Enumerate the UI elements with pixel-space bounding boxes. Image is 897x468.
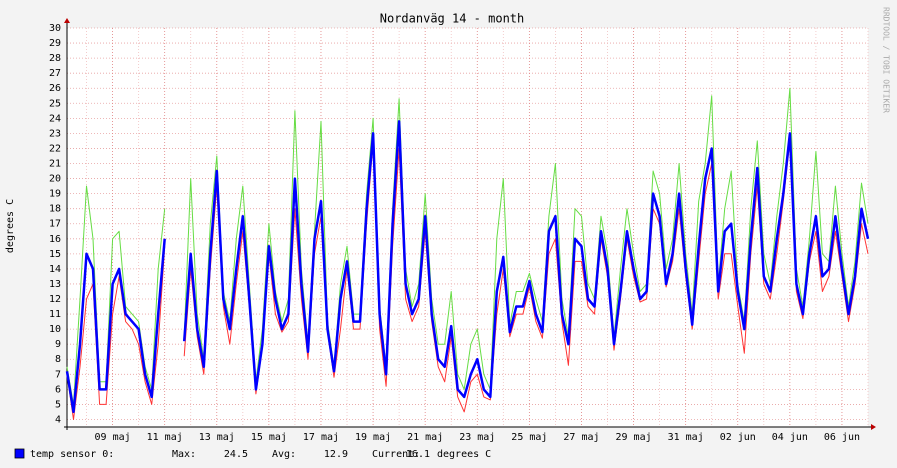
x-axis-arrow <box>871 424 876 430</box>
x-tick-label: 23 maj <box>459 432 495 443</box>
series-line <box>65 120 870 414</box>
y-tick-label: 25 <box>49 98 61 109</box>
x-tick-label: 11 maj <box>147 432 183 443</box>
y-tick-label: 12 <box>49 294 61 305</box>
series-line <box>66 140 869 420</box>
x-tick-label: 21 maj <box>407 432 443 443</box>
y-tick-label: 16 <box>49 234 61 245</box>
series-line <box>66 87 869 405</box>
legend-swatch <box>14 448 25 459</box>
y-tick-label: 7 <box>55 369 61 380</box>
y-tick-label: 13 <box>49 279 61 290</box>
x-tick-label: 19 maj <box>355 432 391 443</box>
x-tick-label: 31 maj <box>668 432 704 443</box>
legend-stat-name: Current: <box>372 449 420 460</box>
x-tick-label: 17 maj <box>303 432 339 443</box>
x-tick-label: 09 maj <box>95 432 131 443</box>
y-tick-label: 27 <box>49 68 61 79</box>
x-tick-label: 02 jun <box>720 432 756 443</box>
y-tick-label: 15 <box>49 249 61 260</box>
grid: 4 5 6 7 8 9 10 11 12 13 14 15 16 17 18 19 20 21 22 23 24 25 26… <box>49 18 876 443</box>
y-tick-label: 28 <box>49 53 61 64</box>
y-tick-label: 4 <box>55 414 61 425</box>
y-tick-label: 10 <box>49 324 61 335</box>
y-tick-label: 20 <box>49 174 61 185</box>
y-tick-label: 18 <box>49 204 61 215</box>
x-tick-label: 06 jun <box>824 432 860 443</box>
y-tick-label: 22 <box>49 143 61 154</box>
y-tick-label: 8 <box>55 354 61 365</box>
watermark: RRDTOOL / TOBI OETIKER <box>882 7 891 113</box>
legend-stat-name: Max: <box>172 449 196 460</box>
y-tick-label: 11 <box>49 309 61 320</box>
chart-title: Nordanväg 14 - month <box>380 12 525 26</box>
x-tick-label: 25 maj <box>511 432 547 443</box>
y-axis-label: degrees C <box>5 199 16 253</box>
legend-stat-name: Avg: <box>272 449 296 460</box>
y-tick-label: 14 <box>49 264 61 275</box>
x-tick-label: 04 jun <box>772 432 808 443</box>
x-tick-label: 13 maj <box>199 432 235 443</box>
y-tick-label: 21 <box>49 159 61 170</box>
y-tick-label: 30 <box>49 23 61 34</box>
legend-stat-value: 24.5 <box>224 449 248 460</box>
y-tick-label: 6 <box>55 384 61 395</box>
y-tick-label: 19 <box>49 189 61 200</box>
legend: temp sensor 0: Max: 24.5 Avg: 12.9 Current:16… <box>14 448 491 460</box>
y-tick-label: 5 <box>55 399 61 410</box>
x-tick-label: 15 maj <box>251 432 287 443</box>
y-tick-label: 9 <box>55 339 61 350</box>
marks <box>65 87 870 420</box>
x-tick-label: 27 maj <box>563 432 599 443</box>
y-tick-label: 24 <box>49 113 61 124</box>
y-tick-label: 23 <box>49 128 61 139</box>
y-axis-arrow <box>64 18 70 23</box>
y-tick-label: 17 <box>49 219 61 230</box>
legend-stat-value: 16.1 <box>406 449 430 460</box>
legend-unit: degrees C <box>437 449 491 460</box>
legend-label: temp sensor 0: <box>30 449 114 460</box>
x-tick-label: 29 maj <box>615 432 651 443</box>
legend-stat-value: 12.9 <box>324 449 348 460</box>
y-tick-label: 29 <box>49 38 61 49</box>
y-tick-label: 26 <box>49 83 61 94</box>
